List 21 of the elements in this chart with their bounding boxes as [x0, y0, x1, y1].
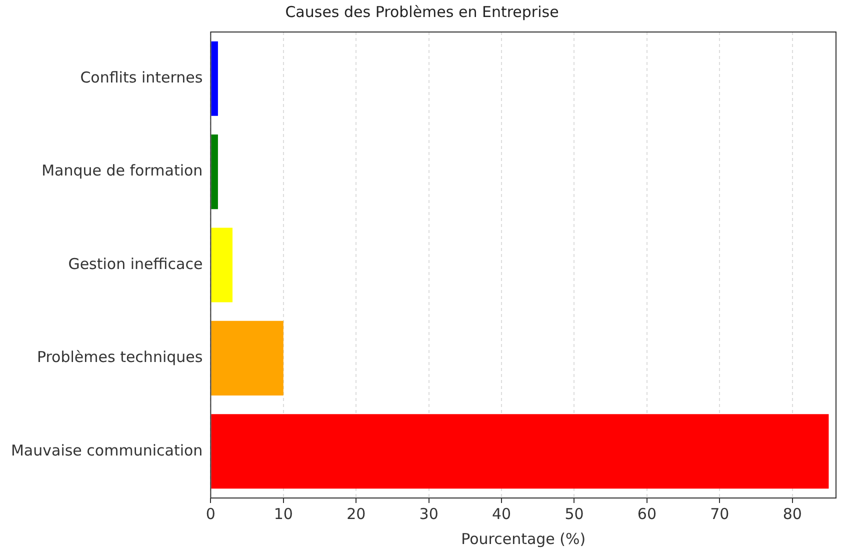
bar	[211, 41, 218, 116]
bar	[211, 320, 284, 396]
bar	[211, 228, 233, 302]
x-tick-label: 0	[206, 504, 216, 523]
y-tick-label: Conflits internes	[80, 68, 203, 86]
y-tick-label: Gestion inefficace	[68, 254, 203, 273]
x-tick-label: 40	[492, 504, 512, 523]
x-tick-label: 30	[419, 504, 438, 523]
y-tick-label: Mauvaise communication	[10, 441, 203, 460]
x-tick-label: 50	[564, 504, 584, 523]
x-tick-label: 70	[710, 504, 730, 523]
y-tick-label: Manque de formation	[42, 162, 203, 180]
x-tick-label: 80	[782, 504, 802, 523]
x-tick-label: 10	[274, 504, 293, 523]
x-tick-label: 20	[346, 504, 366, 523]
bar	[211, 134, 218, 210]
x-axis-title: Pourcentage (%)	[461, 530, 586, 548]
chart-title: Causes des Problèmes en Entreprise	[285, 2, 559, 21]
x-tick-label: 60	[637, 504, 656, 523]
bar	[211, 414, 829, 489]
y-tick-label: Problèmes techniques	[36, 348, 203, 366]
